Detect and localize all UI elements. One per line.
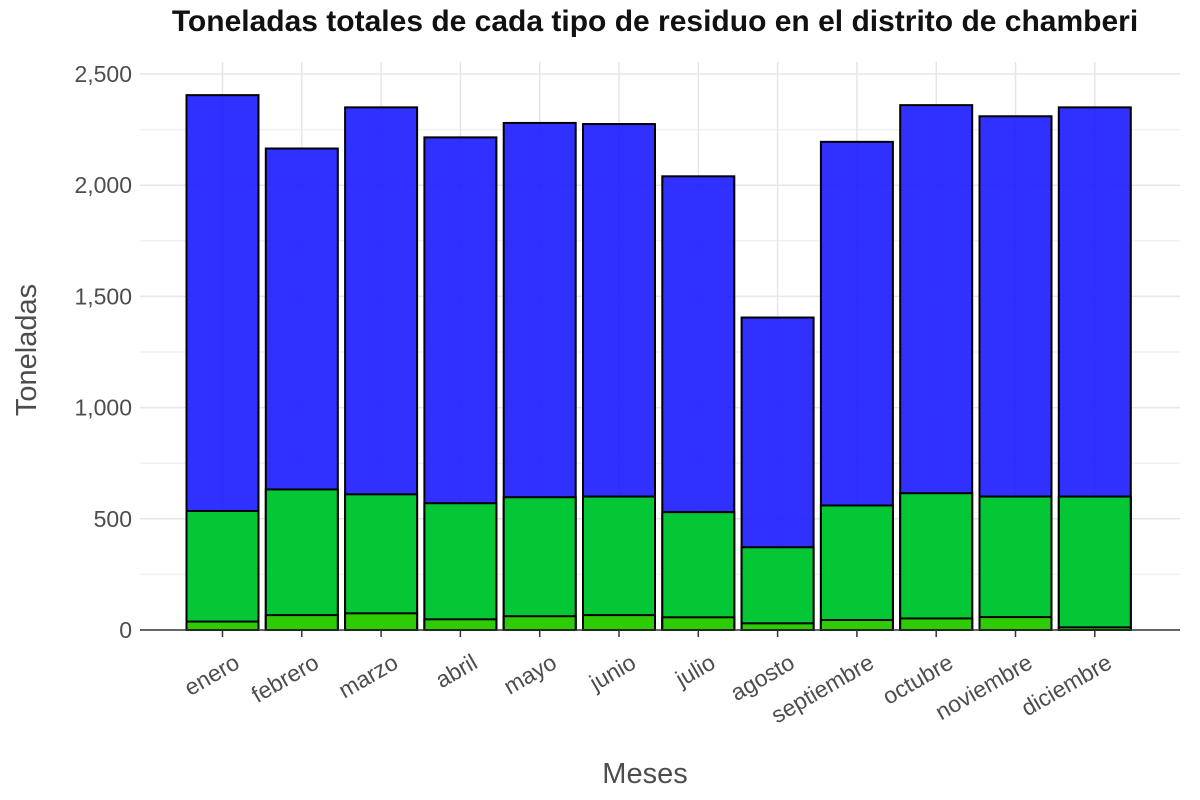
bar-abril-series-3 — [423, 618, 498, 632]
bar-marzo-series-2 — [344, 493, 419, 631]
bar-octubre-series-2 — [899, 492, 974, 631]
bar-agosto-series-2 — [740, 546, 815, 632]
y-tick-label: 500 — [94, 506, 132, 532]
x-tick-label: marzo — [334, 649, 402, 703]
bar-julio-series-3 — [661, 616, 736, 631]
bar-noviembre-series-3 — [978, 616, 1053, 632]
y-tick-label: 2,000 — [74, 172, 132, 198]
bar-septiembre-series-3 — [819, 618, 894, 632]
bar-octubre-series-3 — [899, 617, 974, 631]
bar-marzo-series-3 — [344, 612, 419, 632]
x-tick-label: mayo — [499, 649, 561, 700]
bar-mayo-series-2 — [502, 496, 577, 631]
bar-enero-series-2 — [185, 510, 260, 631]
bar-febrero-series-3 — [264, 614, 339, 631]
bar-diciembre-series-2 — [1057, 495, 1132, 631]
bar-junio-series-2 — [582, 495, 656, 631]
y-tick-label: 2,500 — [74, 61, 132, 87]
x-tick-label: diciembre — [1017, 649, 1116, 721]
x-tick-labels: enero febrero marzo abril mayo junio julio agos… — [180, 649, 1116, 728]
y-tick-labels: 0 500 1,000 1,500 2,000 2,500 — [74, 61, 132, 643]
y-tick-label: 1,500 — [74, 283, 132, 309]
x-tick-label: abril — [431, 649, 482, 693]
bars — [185, 94, 1132, 632]
bar-agosto-series-3 — [740, 622, 815, 632]
bar-noviembre-series-2 — [978, 495, 1053, 631]
bar-enero-series-3 — [185, 620, 260, 632]
bar-septiembre-series-2 — [819, 504, 894, 631]
bar-mayo-series-3 — [502, 615, 577, 631]
x-axis-title: Meses — [602, 758, 687, 790]
y-tick-label: 1,000 — [74, 395, 132, 421]
bar-febrero-series-2 — [264, 488, 339, 631]
x-tick-label: junio — [584, 649, 640, 696]
x-tick-label: julio — [670, 649, 719, 692]
axes — [140, 629, 1180, 637]
x-tick-label: enero — [180, 649, 244, 701]
x-tick-label: febrero — [247, 649, 323, 708]
chart-title: Toneladas totales de cada tipo de residu… — [172, 5, 1138, 38]
y-axis-title: Toneladas — [11, 284, 43, 416]
bar-abril-series-2 — [423, 502, 498, 631]
bar-junio-series-3 — [582, 614, 656, 631]
y-tick-label: 0 — [119, 617, 132, 643]
bar-julio-series-2 — [661, 511, 736, 631]
